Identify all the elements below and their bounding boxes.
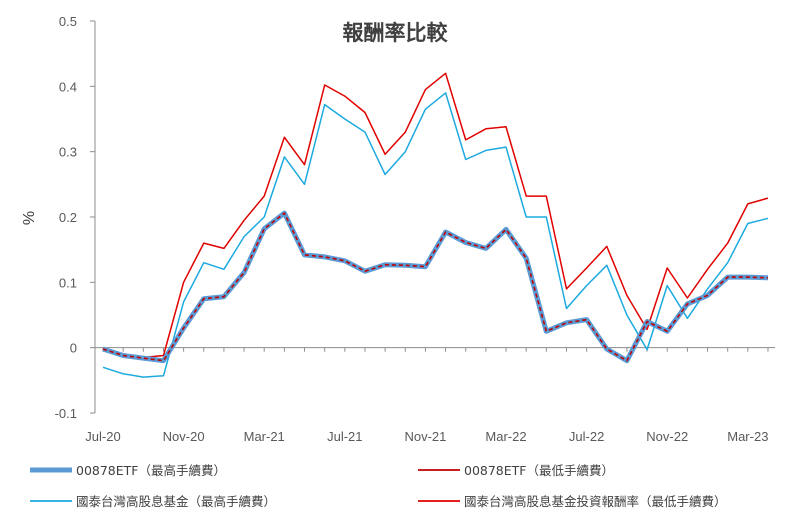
y-axis-label: % bbox=[21, 211, 38, 225]
y-tick-label: 0.3 bbox=[59, 145, 77, 160]
chart-title: 報酬率比較 bbox=[343, 21, 449, 45]
series-group bbox=[102, 72, 769, 378]
x-tick-label: Mar-21 bbox=[244, 429, 285, 444]
axes: -0.1 0 0.1 0.2 0.3 0.4 0.5 Jul-20 Nov-20 Mar-21 Ju… bbox=[55, 14, 775, 444]
legend: 00878ETF（最高手續費） 00878ETF（最低手續費） 國泰台灣高股息基金（… bbox=[30, 463, 727, 509]
x-tick-label: Mar-22 bbox=[485, 429, 526, 444]
y-tick-label: 0.4 bbox=[59, 79, 77, 94]
x-tick-label: Nov-21 bbox=[404, 429, 446, 444]
y-tick-label: -0.1 bbox=[55, 406, 77, 421]
x-tick-label: Jul-21 bbox=[327, 429, 362, 444]
x-tick-label: Nov-22 bbox=[646, 429, 688, 444]
series-line-3 bbox=[102, 92, 769, 378]
y-tick-label: 0 bbox=[70, 341, 77, 356]
series-line-4 bbox=[102, 72, 769, 359]
y-tick-label: 0.1 bbox=[59, 275, 77, 290]
series-line-1 bbox=[102, 210, 769, 364]
legend-label-3: 國泰台灣高股息基金（最高手續費） bbox=[76, 494, 276, 509]
legend-label-4: 國泰台灣高股息基金投資報酬率（最低手續費） bbox=[464, 494, 727, 509]
x-tick-label: Mar-23 bbox=[727, 429, 768, 444]
legend-label-2: 00878ETF（最低手續費） bbox=[464, 463, 614, 478]
x-tick-label: Jul-22 bbox=[569, 429, 604, 444]
y-tick-label: 0.2 bbox=[59, 210, 77, 225]
x-tick-label: Nov-20 bbox=[163, 429, 205, 444]
x-tick-label: Jul-20 bbox=[85, 429, 120, 444]
y-tick-label: 0.5 bbox=[59, 14, 77, 29]
legend-label-1: 00878ETF（最高手續費） bbox=[76, 463, 226, 478]
